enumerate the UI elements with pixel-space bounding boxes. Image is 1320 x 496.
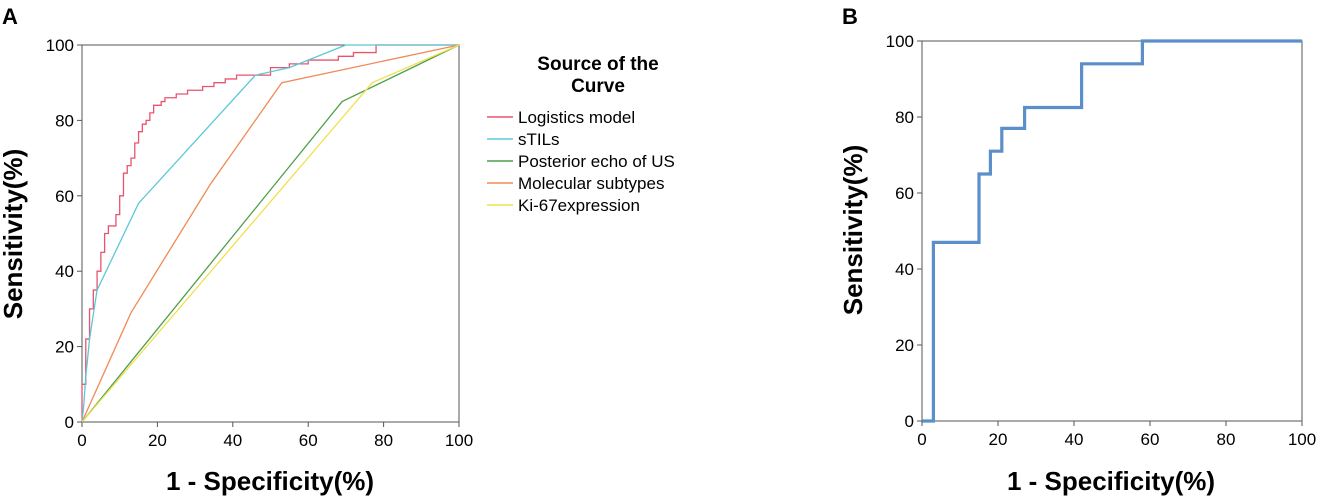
legend-title-line-1: Source of the [537, 54, 658, 75]
panel-a-series-line-2 [81, 44, 459, 423]
panel-a: A 0 20 40 60 80 100 0 20 40 60 80 100 1 - Specifici… [0, 4, 675, 496]
panel-a-x-axis-title: 1 - Specificity(%) [166, 466, 374, 496]
x-tick-label: 40 [223, 431, 242, 450]
x-tick-label: 100 [1288, 430, 1316, 449]
legend-label: Ki-67expression [518, 196, 640, 215]
y-tick-label: 100 [46, 36, 74, 55]
panel-b-plot-frame [921, 40, 1303, 422]
x-tick-label: 40 [1065, 430, 1084, 449]
x-tick-label: 60 [1141, 430, 1160, 449]
panel-a-series-line-3 [81, 44, 460, 423]
panel-b-x-axis-title: 1 - Specificity(%) [1007, 466, 1215, 496]
panel-a-series-line-4 [81, 44, 460, 423]
x-tick-label: 80 [1217, 430, 1236, 449]
y-tick-label: 60 [55, 187, 74, 206]
panel-b: B 0 20 40 60 80 100 0 20 40 60 80 100 1 - Specifici… [838, 4, 1316, 496]
legend-label: Molecular subtypes [518, 174, 664, 193]
x-tick-label: 100 [445, 431, 473, 450]
x-tick-label: 20 [989, 430, 1008, 449]
x-tick-label: 80 [374, 431, 393, 450]
y-tick-label: 0 [65, 413, 74, 432]
legend-title-line-2: Curve [571, 76, 625, 97]
legend-label: Logistics model [518, 108, 635, 127]
legend-label: sTILs [518, 130, 560, 149]
y-tick-label: 80 [55, 111, 74, 130]
x-tick-label: 0 [77, 431, 86, 450]
y-tick-label: 20 [55, 338, 74, 357]
panel-a-legend-items: Logistics model sTILs Posterior echo of US… [487, 108, 675, 215]
panel-a-series-group [81, 44, 460, 423]
panel-b-letter: B [842, 4, 858, 29]
panel-a-y-axis-title: Sensitivity(%) [0, 149, 28, 320]
panel-a-letter: A [2, 4, 18, 29]
panel-b-y-axis-title: Sensitivity(%) [838, 145, 868, 316]
panel-b-series-group [922, 39, 1302, 423]
y-tick-label: 100 [886, 32, 914, 51]
y-tick-label: 40 [895, 260, 914, 279]
panel-a-series-line-1 [81, 44, 459, 422]
x-tick-label: 20 [148, 431, 167, 450]
y-tick-label: 80 [895, 108, 914, 127]
y-tick-label: 20 [895, 336, 914, 355]
x-tick-label: 0 [917, 430, 926, 449]
panel-b-series-line-1 [922, 39, 1302, 423]
panel-a-series-line-5 [81, 44, 460, 423]
y-tick-label: 60 [895, 184, 914, 203]
x-tick-label: 60 [299, 431, 318, 450]
panel-a-legend: Source of the Curve Logistics model sTILs… [487, 54, 675, 215]
panel-a-plot-frame [81, 44, 460, 423]
legend-label: Posterior echo of US [518, 152, 675, 171]
y-tick-label: 40 [55, 262, 74, 281]
y-tick-label: 0 [905, 412, 914, 431]
panel-b-ticks: 0 20 40 60 80 100 0 20 40 60 80 100 [886, 32, 1317, 449]
panel-a-ticks: 0 20 40 60 80 100 0 20 40 60 80 100 [46, 36, 474, 450]
